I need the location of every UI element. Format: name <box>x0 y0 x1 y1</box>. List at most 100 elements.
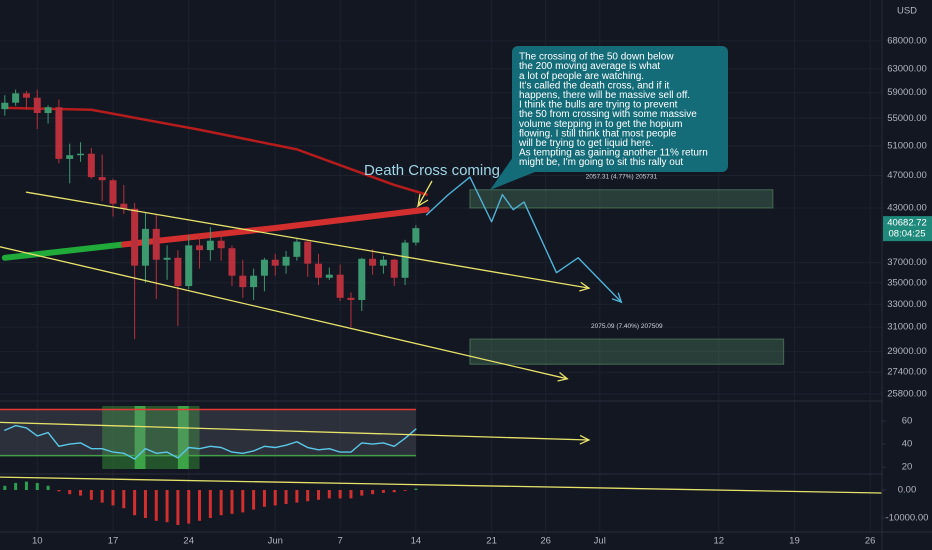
callout-line: will be trying to get liquid here. <box>518 138 654 149</box>
histogram-bar <box>349 490 353 499</box>
annotation: Death Cross coming <box>364 162 500 179</box>
y-tick-label: 27400.00 <box>887 367 927 378</box>
x-tick-label: 12 <box>713 536 724 547</box>
candle-body <box>196 245 204 251</box>
candle-body <box>304 241 312 264</box>
x-tick-label: Jul <box>594 536 606 547</box>
callout-line: volume stepping in to get the hopium <box>519 119 682 130</box>
candle-body <box>271 259 279 266</box>
histogram-bar <box>219 490 223 516</box>
y-tick-label: 20 <box>902 462 913 473</box>
histogram-bar <box>165 490 169 523</box>
trend-line <box>25 191 590 289</box>
histogram-bar <box>46 485 50 491</box>
histogram-bar <box>57 490 61 492</box>
histogram-bar <box>3 485 7 491</box>
plot-layer: 2057.31 (4.77%) 205731 2075.09 (7.40%) 20… <box>0 0 882 532</box>
candle-body <box>66 155 74 159</box>
candle-body <box>325 274 333 278</box>
moving-average <box>120 206 430 248</box>
histogram-bar <box>176 490 180 526</box>
histogram-bar <box>327 490 331 499</box>
histogram-bar <box>403 490 407 491</box>
histogram-bar <box>338 490 342 499</box>
histogram-bar <box>187 490 191 524</box>
price-zone <box>469 338 785 365</box>
histogram-bar <box>273 490 277 506</box>
histogram-bar <box>284 490 288 505</box>
callout-line: As tempting as gaining another 11% retur… <box>519 148 708 159</box>
y-tick-label: 63000.00 <box>887 63 927 74</box>
histogram-bar <box>24 481 28 491</box>
candle-body <box>22 93 30 98</box>
x-tick-label: 17 <box>108 536 119 547</box>
histogram-bar <box>371 490 375 495</box>
y-tick-label: 33000.00 <box>887 299 927 310</box>
candle-body <box>282 256 290 266</box>
candle-body <box>412 228 420 243</box>
y-tick-label: 37000.00 <box>887 257 927 268</box>
last-price-box <box>883 216 932 242</box>
candle-body <box>228 248 236 276</box>
histogram-bar <box>198 490 202 521</box>
candle-body <box>87 153 95 178</box>
callout-line: the 200 moving average is what <box>519 61 660 72</box>
histogram-bar <box>100 490 104 503</box>
candle-body <box>315 263 323 278</box>
y-tick-label: 68000.00 <box>887 36 927 47</box>
candle-body <box>217 240 225 249</box>
candle-body <box>152 228 160 260</box>
arrow-head <box>611 292 623 304</box>
y-tick-label: 51000.00 <box>887 140 927 151</box>
candle-body <box>174 257 182 287</box>
last-price-label: 40682.72 <box>887 218 927 229</box>
price-zone <box>469 189 774 209</box>
candle-body <box>379 259 387 266</box>
y-tick-label: 31000.00 <box>887 322 927 333</box>
candle-body <box>401 242 409 278</box>
candle-body <box>293 241 301 257</box>
x-tick-label: 14 <box>411 536 422 547</box>
callout-line: a lot of people are watching. <box>519 71 644 82</box>
y-tick-label: -10000.00 <box>886 513 929 524</box>
x-tick-label: 19 <box>789 536 800 547</box>
x-tick-label: 10 <box>32 536 43 547</box>
histogram-bar <box>14 483 18 491</box>
candle-body <box>55 107 63 159</box>
y-tick-label: 40 <box>902 439 913 450</box>
x-tick-label: 24 <box>183 536 194 547</box>
y-tick-label: 35000.00 <box>887 277 927 288</box>
histogram-bar <box>381 490 385 493</box>
callout-line: flowing. I still think that most people <box>519 128 677 139</box>
histogram-bar <box>208 490 212 519</box>
callout-box <box>512 46 728 172</box>
histogram-bar <box>306 490 310 502</box>
highlight <box>177 406 189 469</box>
candle-body <box>185 245 193 287</box>
candle-body <box>369 258 377 266</box>
histogram-bar <box>89 490 93 500</box>
candle-body <box>358 258 366 300</box>
trend-line <box>0 476 882 494</box>
histogram-bar <box>295 490 299 503</box>
candle-body <box>33 97 41 114</box>
y-tick-label: 59000.00 <box>887 87 927 98</box>
histogram-bar <box>360 490 364 496</box>
y-tick-label: 60 <box>902 416 913 427</box>
candle-body <box>131 208 139 266</box>
candle-body <box>206 240 214 251</box>
candle-body <box>141 228 149 266</box>
y-tick-label: 29000.00 <box>887 346 927 357</box>
highlight <box>134 406 146 469</box>
callout-line: The crossing of the 50 down below <box>519 52 674 63</box>
histogram-bar <box>317 490 321 500</box>
projection-path <box>425 176 623 303</box>
x-tick-label: 26 <box>540 536 551 547</box>
callout-line: It's called the death cross, and if it <box>519 80 670 91</box>
callout-line: happens, there will be massive sell off. <box>519 90 690 101</box>
candle-body <box>109 180 117 204</box>
histogram-bar <box>79 490 83 496</box>
candle-body <box>12 93 20 103</box>
candle-body <box>98 177 106 181</box>
histogram-bar <box>252 490 256 510</box>
